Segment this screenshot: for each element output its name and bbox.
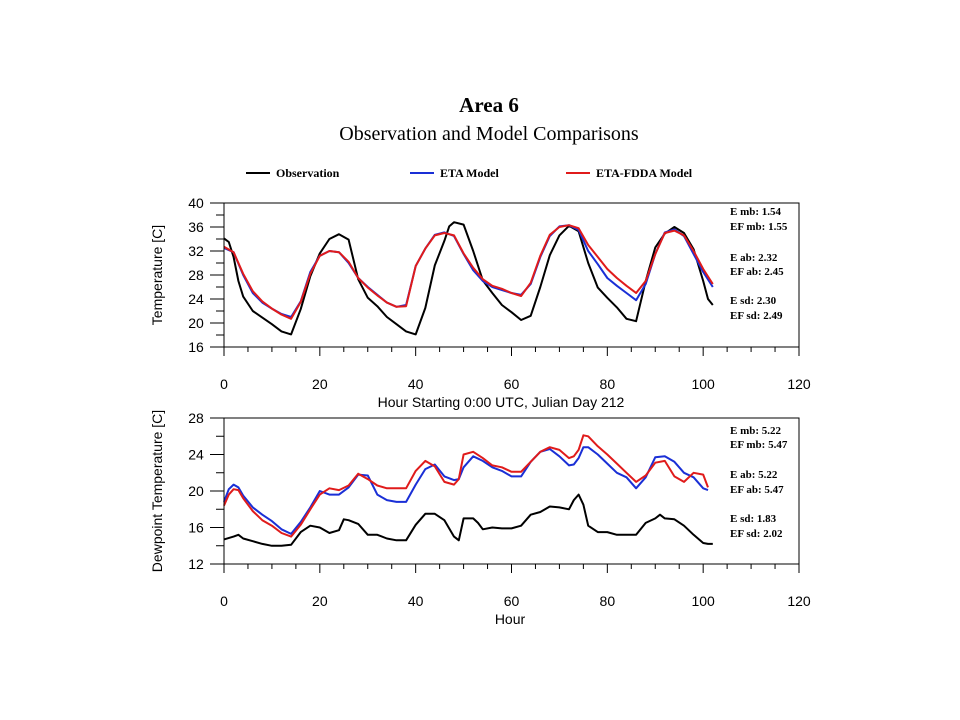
temperature-xtick-label: 120 [787, 376, 811, 392]
dewpoint-xtick-label: 40 [408, 593, 424, 609]
dewpoint-xtick-label: 20 [312, 593, 328, 609]
dewpoint-xtick-label: 60 [504, 593, 520, 609]
temperature-xtick-label: 0 [220, 376, 228, 392]
dewpoint-ytick-label: 12 [188, 556, 204, 572]
dewpoint-ytick-label: 28 [188, 410, 204, 426]
dewpoint-stat-e-mb: E mb: 5.22 [730, 425, 782, 437]
temperature-stat-ef-ab: EF ab: 2.45 [730, 266, 784, 278]
temperature-stats: E mb: 1.54 EF mb: 1.55 E ab: 2.32 EF ab:… [730, 206, 788, 322]
dewpoint-series-line-2 [223, 434, 709, 538]
temperature-ticks: 0 20 40 60 80 100 120 16 20 24 28 32 36 40 [188, 195, 811, 392]
dewpoint-stat-ef-sd: EF sd: 2.02 [730, 528, 783, 540]
temperature-series-group [223, 221, 714, 336]
temperature-xtick-label: 20 [312, 376, 328, 392]
dewpoint-stats: E mb: 5.22 EF mb: 5.47 E ab: 5.22 EF ab:… [730, 425, 788, 540]
chart-subtitle: Observation and Model Comparisons [339, 123, 639, 145]
dewpoint-xtick-label: 0 [220, 593, 228, 609]
temperature-ytick-label: 16 [188, 339, 204, 355]
temperature-ylabel: Temperature [C] [149, 225, 165, 325]
temperature-ytick-label: 40 [188, 195, 204, 211]
temperature-stat-e-mb: E mb: 1.54 [730, 206, 782, 218]
temperature-ytick-label: 32 [188, 243, 204, 259]
temperature-series-line-2 [223, 224, 714, 320]
dewpoint-ylabel: Dewpoint Temperature [C] [149, 410, 165, 572]
dewpoint-xlabel: Hour [495, 611, 526, 627]
temperature-ytick-label: 36 [188, 219, 204, 235]
temperature-xlabel: Hour Starting 0:00 UTC, Julian Day 212 [378, 394, 625, 410]
temperature-ytick-label: 20 [188, 315, 204, 331]
dewpoint-xtick-label: 120 [787, 593, 811, 609]
dewpoint-ytick-label: 16 [188, 520, 204, 536]
temperature-series-line-0 [223, 221, 714, 336]
temperature-stat-e-sd: E sd: 2.30 [730, 295, 777, 307]
temperature-stat-e-ab: E ab: 2.32 [730, 252, 778, 264]
temperature-ytick-label: 24 [188, 291, 204, 307]
temperature-ytick-label: 28 [188, 267, 204, 283]
dewpoint-series-line-1 [223, 446, 709, 535]
legend-label-eta: ETA Model [440, 166, 499, 180]
temperature-xtick-label: 80 [600, 376, 616, 392]
legend: Observation ETA Model ETA-FDDA Model [246, 166, 693, 180]
dewpoint-stat-ef-ab: EF ab: 5.47 [730, 484, 784, 496]
dewpoint-ytick-label: 20 [188, 483, 204, 499]
dewpoint-ytick-label: 24 [188, 447, 204, 463]
temperature-xtick-label: 40 [408, 376, 424, 392]
temperature-xtick-label: 100 [691, 376, 715, 392]
dewpoint-series-line-0 [223, 493, 713, 547]
legend-label-eta-fdda: ETA-FDDA Model [596, 166, 693, 180]
temperature-panel: 0 20 40 60 80 100 120 16 20 24 28 32 36 40 Hour Start… [149, 195, 811, 410]
temperature-xtick-label: 60 [504, 376, 520, 392]
dewpoint-stat-ef-mb: EF mb: 5.47 [730, 439, 788, 451]
dewpoint-series-group [223, 434, 713, 547]
dewpoint-stat-e-ab: E ab: 5.22 [730, 469, 778, 481]
dewpoint-ticks: 0 20 40 60 80 100 120 12 16 20 24 28 [188, 410, 811, 609]
dewpoint-plot-frame [223, 417, 800, 565]
dewpoint-stat-e-sd: E sd: 1.83 [730, 513, 777, 525]
dewpoint-xtick-label: 100 [691, 593, 715, 609]
temperature-stat-ef-sd: EF sd: 2.49 [730, 310, 783, 322]
temperature-stat-ef-mb: EF mb: 1.55 [730, 221, 788, 233]
dewpoint-panel: 0 20 40 60 80 100 120 12 16 20 24 28 Hour Dewpoint … [149, 410, 811, 627]
dewpoint-xtick-label: 80 [600, 593, 616, 609]
chart-title: Area 6 [459, 93, 519, 117]
legend-label-observation: Observation [276, 166, 340, 180]
